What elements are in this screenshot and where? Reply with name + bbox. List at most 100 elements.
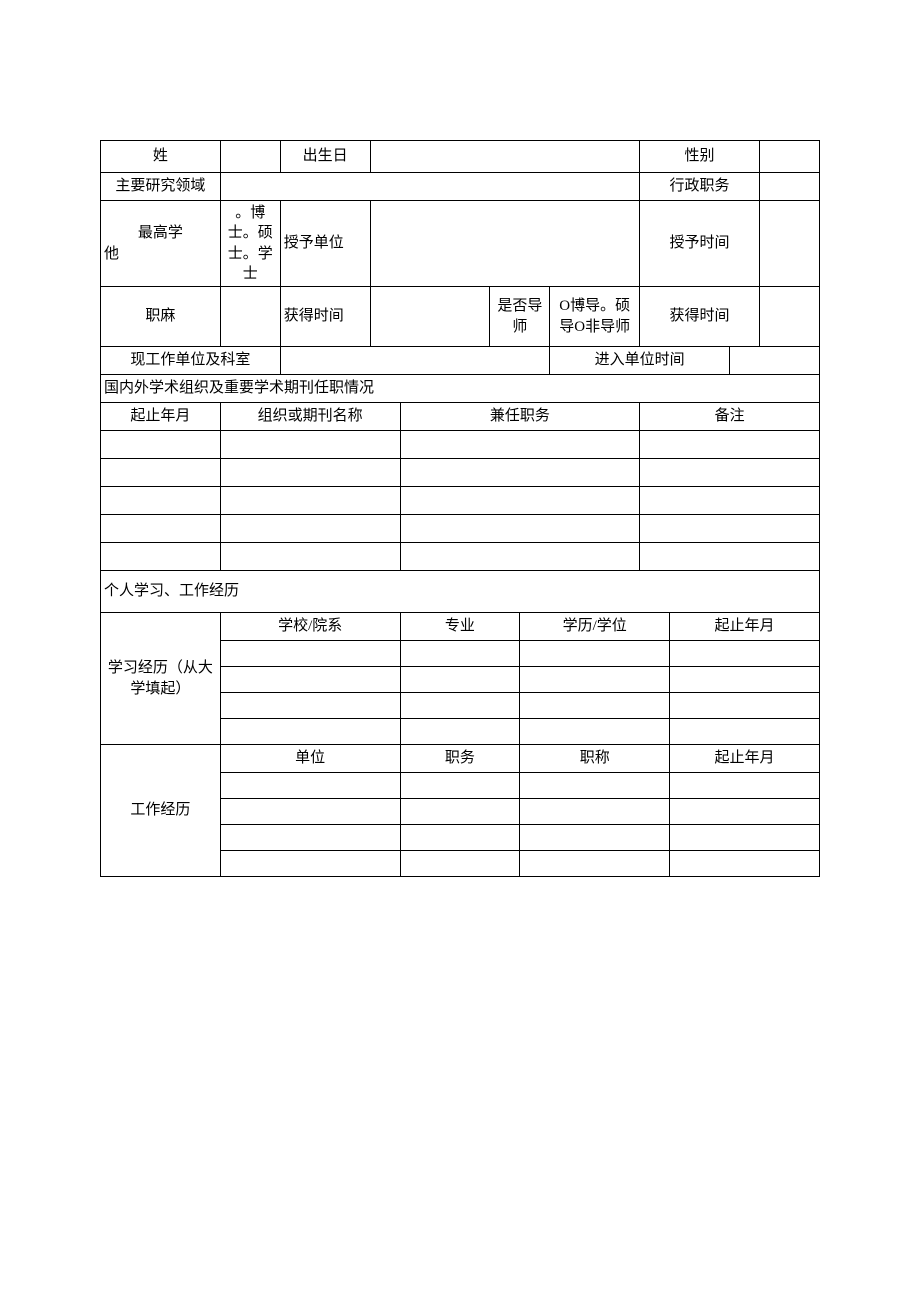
label-work-history: 工作经历	[101, 745, 221, 877]
header-work-title: 职称	[520, 745, 670, 773]
value-birth[interactable]	[370, 141, 640, 173]
table-cell[interactable]	[101, 431, 221, 459]
table-cell[interactable]	[520, 773, 670, 799]
value-join-time[interactable]	[730, 347, 820, 375]
value-gender[interactable]	[759, 141, 819, 173]
table-cell[interactable]	[220, 487, 400, 515]
value-degree-options[interactable]: 。博士。硕士。学士	[220, 201, 280, 287]
table-cell[interactable]	[220, 543, 400, 571]
label-obtain-time-2: 获得时间	[640, 287, 760, 347]
label-research-field: 主要研究领域	[101, 173, 221, 201]
table-cell[interactable]	[101, 459, 221, 487]
table-cell[interactable]	[220, 799, 400, 825]
table-cell[interactable]	[220, 851, 400, 877]
table-cell[interactable]	[220, 431, 400, 459]
table-cell[interactable]	[520, 641, 670, 667]
section-personal-title: 个人学习、工作经历	[101, 571, 820, 613]
header-work-period: 起止年月	[670, 745, 820, 773]
table-cell[interactable]	[400, 851, 520, 877]
form-table: 姓 出生日 性别 主要研究领域 行政职务 最高学 他 。博士。硕士。学士 授予单…	[100, 140, 820, 877]
table-cell[interactable]	[670, 773, 820, 799]
label-grant-unit: 授予单位	[280, 201, 370, 287]
value-grant-unit[interactable]	[370, 201, 640, 287]
value-obtain-time[interactable]	[370, 287, 490, 347]
label-highest-degree: 最高学 他	[101, 201, 221, 287]
value-grant-time[interactable]	[759, 201, 819, 287]
header-work-unit: 单位	[220, 745, 400, 773]
table-cell[interactable]	[520, 851, 670, 877]
table-cell[interactable]	[101, 515, 221, 543]
table-cell[interactable]	[101, 487, 221, 515]
table-cell[interactable]	[520, 825, 670, 851]
label-gender: 性别	[640, 141, 760, 173]
value-name[interactable]	[220, 141, 280, 173]
table-cell[interactable]	[400, 825, 520, 851]
table-cell[interactable]	[670, 641, 820, 667]
label-education-history: 学习经历（从大学填起）	[101, 613, 221, 745]
label-birth: 出生日	[280, 141, 370, 173]
table-cell[interactable]	[220, 459, 400, 487]
table-cell[interactable]	[400, 431, 640, 459]
table-cell[interactable]	[520, 667, 670, 693]
table-cell[interactable]	[400, 543, 640, 571]
header-academic-org: 组织或期刊名称	[220, 403, 400, 431]
table-cell[interactable]	[400, 773, 520, 799]
table-cell[interactable]	[400, 641, 520, 667]
header-academic-remark: 备注	[640, 403, 820, 431]
table-cell[interactable]	[640, 515, 820, 543]
table-cell[interactable]	[670, 693, 820, 719]
header-academic-post: 兼任职务	[400, 403, 640, 431]
table-cell[interactable]	[520, 799, 670, 825]
table-cell[interactable]	[640, 487, 820, 515]
table-cell[interactable]	[220, 773, 400, 799]
value-admin-post[interactable]	[759, 173, 819, 201]
table-cell[interactable]	[640, 459, 820, 487]
header-edu-degree: 学历/学位	[520, 613, 670, 641]
value-professional-title[interactable]	[220, 287, 280, 347]
label-highest-degree-prefix: 最高学	[138, 225, 183, 241]
table-cell[interactable]	[520, 693, 670, 719]
table-cell[interactable]	[400, 693, 520, 719]
table-cell[interactable]	[220, 719, 400, 745]
value-advisor-options[interactable]: O博导。硕导O非导师	[550, 287, 640, 347]
label-professional-title: 职麻	[101, 287, 221, 347]
table-cell[interactable]	[400, 459, 640, 487]
value-work-unit[interactable]	[280, 347, 550, 375]
table-cell[interactable]	[220, 667, 400, 693]
table-cell[interactable]	[220, 641, 400, 667]
table-cell[interactable]	[400, 515, 640, 543]
label-admin-post: 行政职务	[640, 173, 760, 201]
value-obtain-time-2[interactable]	[759, 287, 819, 347]
table-cell[interactable]	[670, 667, 820, 693]
label-highest-degree-suffix: 他	[104, 244, 119, 264]
label-advisor-question: 是否导师	[490, 287, 550, 347]
table-cell[interactable]	[670, 825, 820, 851]
table-cell[interactable]	[400, 799, 520, 825]
table-cell[interactable]	[101, 543, 221, 571]
section-academic-title: 国内外学术组织及重要学术期刊任职情况	[101, 375, 820, 403]
header-academic-period: 起止年月	[101, 403, 221, 431]
table-cell[interactable]	[220, 693, 400, 719]
label-grant-time: 授予时间	[640, 201, 760, 287]
value-research-field[interactable]	[220, 173, 639, 201]
table-cell[interactable]	[670, 799, 820, 825]
table-cell[interactable]	[400, 487, 640, 515]
header-edu-period: 起止年月	[670, 613, 820, 641]
header-work-post: 职务	[400, 745, 520, 773]
table-cell[interactable]	[670, 851, 820, 877]
table-cell[interactable]	[520, 719, 670, 745]
table-cell[interactable]	[220, 515, 400, 543]
label-name: 姓	[101, 141, 221, 173]
table-cell[interactable]	[640, 431, 820, 459]
header-edu-major: 专业	[400, 613, 520, 641]
table-cell[interactable]	[400, 719, 520, 745]
table-cell[interactable]	[400, 667, 520, 693]
header-edu-school: 学校/院系	[220, 613, 400, 641]
label-join-time: 进入单位时间	[550, 347, 730, 375]
table-cell[interactable]	[220, 825, 400, 851]
page: 姓 出生日 性别 主要研究领域 行政职务 最高学 他 。博士。硕士。学士 授予单…	[0, 0, 920, 877]
label-obtain-time: 获得时间	[280, 287, 370, 347]
table-cell[interactable]	[640, 543, 820, 571]
table-cell[interactable]	[670, 719, 820, 745]
label-work-unit: 现工作单位及科室	[101, 347, 281, 375]
